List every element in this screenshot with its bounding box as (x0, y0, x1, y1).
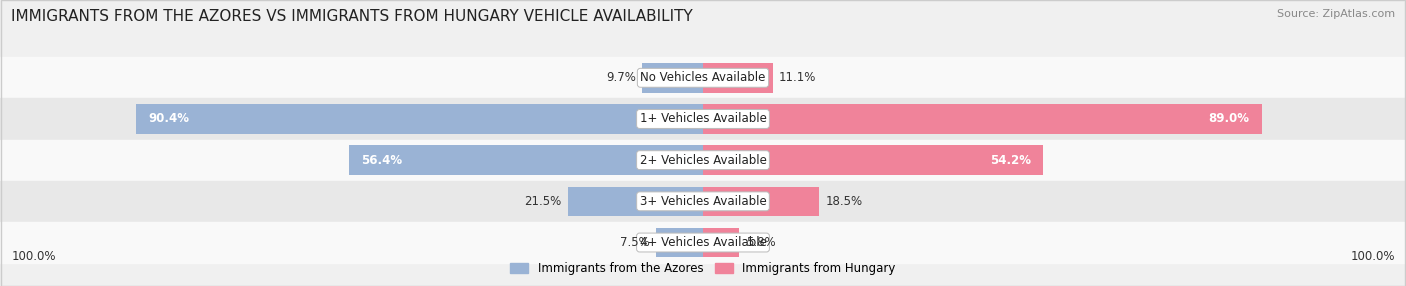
Text: 11.1%: 11.1% (779, 71, 817, 84)
Text: No Vehicles Available: No Vehicles Available (640, 71, 766, 84)
Bar (0, 98, 1406, 140)
Bar (568, 186, 703, 216)
Bar (0, 222, 1406, 263)
Bar (703, 145, 1043, 175)
Bar (135, 104, 703, 134)
Text: 3+ Vehicles Available: 3+ Vehicles Available (640, 195, 766, 208)
Text: 21.5%: 21.5% (524, 195, 562, 208)
Text: 18.5%: 18.5% (825, 195, 862, 208)
Text: 5.8%: 5.8% (745, 236, 775, 249)
Text: Source: ZipAtlas.com: Source: ZipAtlas.com (1277, 9, 1395, 19)
Text: 4+ Vehicles Available: 4+ Vehicles Available (640, 236, 766, 249)
Bar (703, 186, 820, 216)
Text: 100.0%: 100.0% (1350, 250, 1395, 263)
Bar (349, 145, 703, 175)
Text: 9.7%: 9.7% (606, 71, 636, 84)
Bar (0, 181, 1406, 222)
Bar (703, 104, 1261, 134)
Text: 90.4%: 90.4% (148, 112, 190, 126)
Bar (657, 228, 703, 257)
Bar (703, 63, 773, 93)
Text: 100.0%: 100.0% (11, 250, 56, 263)
Text: 2+ Vehicles Available: 2+ Vehicles Available (640, 154, 766, 167)
Text: 56.4%: 56.4% (361, 154, 402, 167)
Text: IMMIGRANTS FROM THE AZORES VS IMMIGRANTS FROM HUNGARY VEHICLE AVAILABILITY: IMMIGRANTS FROM THE AZORES VS IMMIGRANTS… (11, 9, 693, 23)
Text: 7.5%: 7.5% (620, 236, 650, 249)
Legend: Immigrants from the Azores, Immigrants from Hungary: Immigrants from the Azores, Immigrants f… (506, 258, 900, 280)
Text: 1+ Vehicles Available: 1+ Vehicles Available (640, 112, 766, 126)
Bar (0, 140, 1406, 181)
Bar (0, 57, 1406, 98)
Bar (643, 63, 703, 93)
Text: 54.2%: 54.2% (990, 154, 1031, 167)
Text: 89.0%: 89.0% (1208, 112, 1249, 126)
Bar (703, 228, 740, 257)
